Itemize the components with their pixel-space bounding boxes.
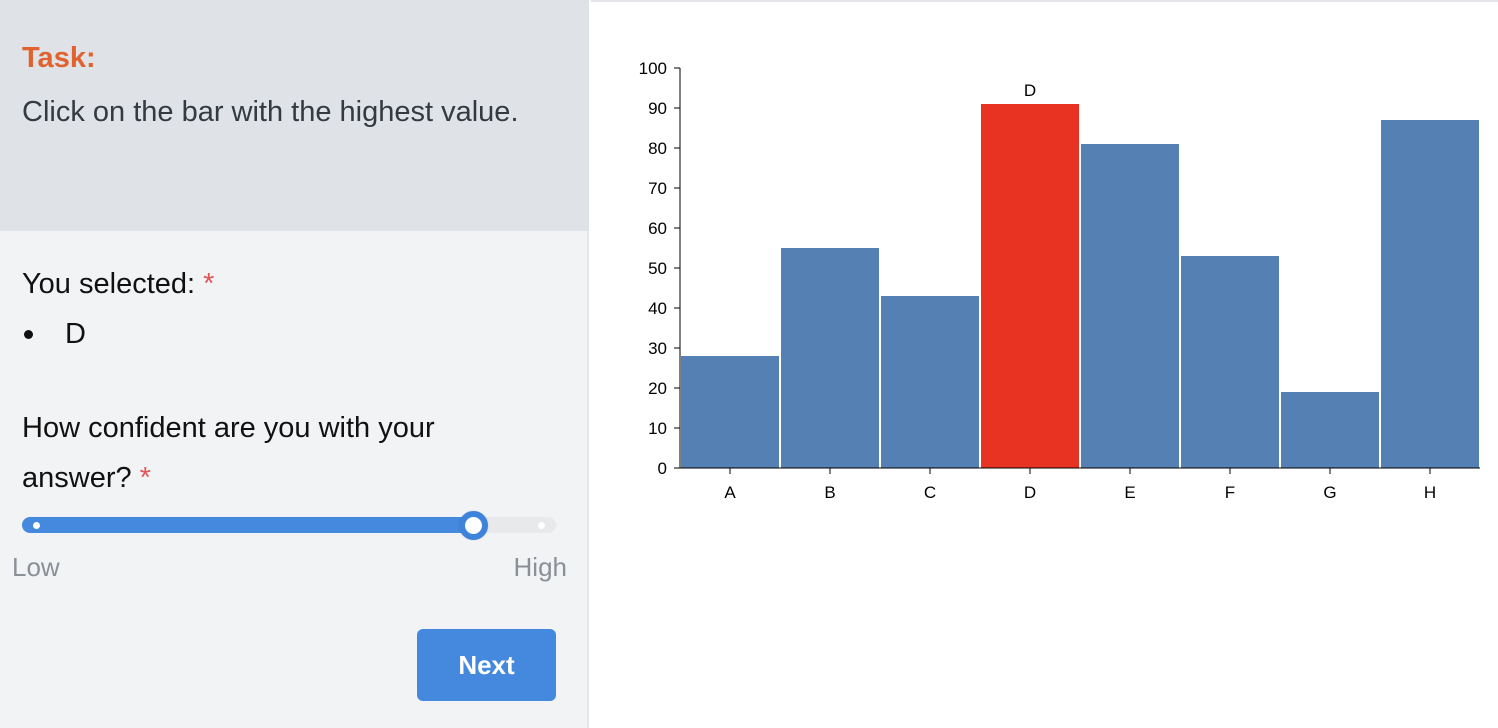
x-tick-label: E — [1124, 483, 1135, 502]
task-instructions: Click on the bar with the highest value. — [22, 96, 519, 128]
bar-e[interactable] — [1081, 144, 1179, 468]
y-tick-label: 0 — [658, 459, 667, 478]
task-box: Task: Click on the bar with the highest … — [0, 0, 589, 231]
bar-f[interactable] — [1181, 256, 1279, 468]
y-tick-label: 70 — [648, 179, 667, 198]
bullet-icon — [24, 330, 33, 339]
slider-high-label: High — [513, 552, 567, 582]
x-tick-label: C — [924, 483, 936, 502]
selected-item-value: D — [65, 318, 86, 350]
required-marker: * — [139, 462, 151, 494]
task-title: Task: — [22, 42, 96, 74]
confidence-question-text: How confident are you with your answer? — [22, 412, 435, 494]
selection-label: You selected: * — [22, 268, 214, 301]
bar-c[interactable] — [881, 296, 979, 468]
required-marker: * — [203, 268, 215, 300]
confidence-slider[interactable] — [22, 511, 556, 540]
slider-end-dot — [538, 522, 545, 529]
y-tick-label: 90 — [648, 99, 667, 118]
question-panel: Task: Click on the bar with the highest … — [0, 0, 589, 728]
bar-h[interactable] — [1381, 120, 1479, 468]
slider-fill — [22, 517, 480, 533]
y-tick-label: 20 — [648, 379, 667, 398]
confidence-question: How confident are you with your answer? * — [22, 403, 542, 503]
bar-g[interactable] — [1281, 392, 1379, 468]
x-tick-label: B — [824, 483, 835, 502]
x-tick-label: A — [724, 483, 736, 502]
y-tick-label: 60 — [648, 219, 667, 238]
y-tick-label: 100 — [639, 59, 667, 78]
slider-thumb[interactable] — [458, 511, 488, 540]
y-tick-label: 50 — [648, 259, 667, 278]
bar-chart: 0 10 20 30 40 50 60 70 80 90 100 A B C D E F G H D — [639, 59, 1480, 502]
y-tick-label: 80 — [648, 139, 667, 158]
bar-a[interactable] — [681, 356, 779, 468]
x-tick-label: H — [1424, 483, 1436, 502]
y-tick-label: 30 — [648, 339, 667, 358]
bar-d[interactable] — [981, 104, 1079, 468]
x-tick-label: G — [1323, 483, 1336, 502]
x-tick-label: D — [1024, 483, 1036, 502]
selection-label-text: You selected: — [22, 268, 196, 300]
y-tick-label: 40 — [648, 299, 667, 318]
slider-low-label: Low — [12, 552, 60, 582]
y-tick-label: 10 — [648, 419, 667, 438]
selected-item: D — [22, 318, 86, 351]
selected-bar-label: D — [1024, 81, 1036, 100]
slider-start-dot — [33, 522, 40, 529]
chart-area: 0 10 20 30 40 50 60 70 80 90 100 A B C D E F G H D — [591, 0, 1498, 728]
x-tick-label: F — [1225, 483, 1235, 502]
bar-b[interactable] — [781, 248, 879, 468]
next-button[interactable]: Next — [417, 629, 556, 701]
